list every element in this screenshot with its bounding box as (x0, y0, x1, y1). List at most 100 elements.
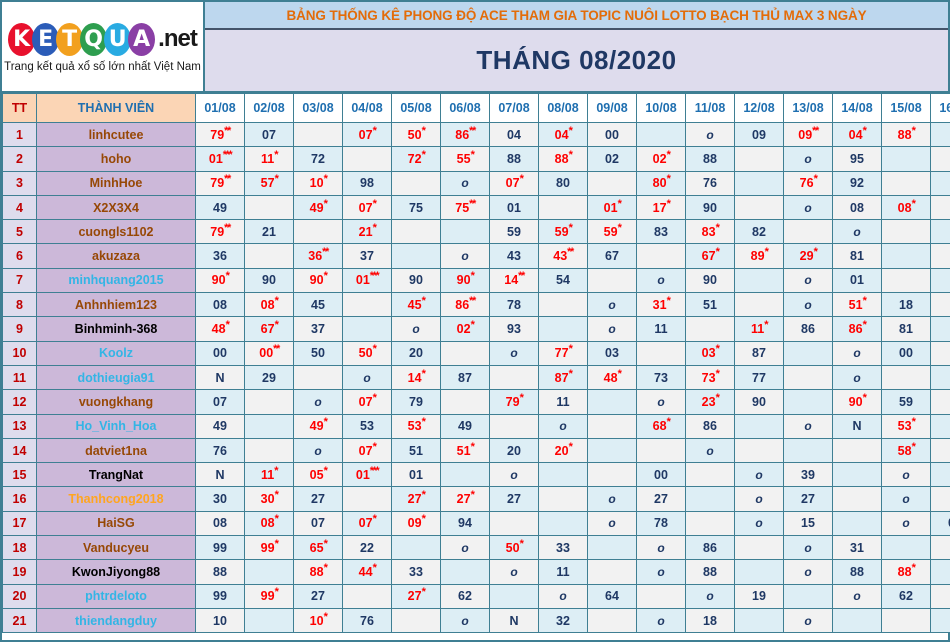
score-cell (930, 389, 950, 415)
score-cell: 49 (195, 194, 245, 221)
score-cell (587, 607, 637, 634)
score-cell (685, 486, 735, 512)
score-cell: 48* (195, 316, 245, 342)
site-logo[interactable]: K E T Q U A .net Trang kết quả xổ số lớn… (2, 2, 205, 93)
score-cell: 76* (783, 170, 833, 196)
score-cell: o (685, 437, 735, 464)
score-cell (930, 340, 950, 366)
score-cell: 50* (391, 121, 441, 148)
score-cell (244, 413, 294, 439)
score-cell (783, 437, 833, 464)
score-cell (881, 267, 931, 294)
score-cell: 29* (783, 243, 833, 269)
score-cell: 90 (391, 267, 441, 294)
score-cell (636, 121, 686, 148)
member-name[interactable]: datviet1na (36, 437, 196, 464)
score-cell: 04* (538, 121, 588, 148)
score-cell: 08 (195, 510, 245, 537)
member-name[interactable]: Vanducyeu (36, 535, 196, 561)
score-cell: o (881, 510, 931, 537)
member-name[interactable]: HaiSG (36, 510, 196, 537)
score-cell (832, 462, 882, 488)
score-cell: 86** (440, 292, 490, 318)
page-header: K E T Q U A .net Trang kết quả xổ số lớn… (2, 2, 948, 93)
score-cell: N (489, 607, 539, 634)
score-cell: 87* (538, 364, 588, 391)
member-name[interactable]: Anhnhiem123 (36, 292, 196, 318)
score-cell: 76 (195, 437, 245, 464)
score-cell: 20 (391, 340, 441, 366)
score-cell: 79** (195, 170, 245, 196)
score-cell: 81 (832, 243, 882, 269)
member-name[interactable]: KwonJiyong88 (36, 559, 196, 585)
score-cell: o (783, 559, 833, 585)
score-cell: 54 (538, 267, 588, 294)
member-name[interactable]: phtrdeloto (36, 583, 196, 609)
page-title: BẢNG THỐNG KÊ PHONG ĐỘ ACE THAM GIA TOPI… (286, 7, 867, 23)
score-cell: 27* (391, 583, 441, 609)
score-cell: 08* (244, 510, 294, 537)
score-cell (734, 292, 784, 318)
score-cell: o (489, 462, 539, 488)
score-cell: 03* (685, 340, 735, 366)
member-name[interactable]: dothieugia91 (36, 364, 196, 391)
logo-wordmark: K E T Q U A .net (8, 22, 198, 56)
score-cell: o (636, 389, 686, 415)
score-cell (930, 462, 950, 488)
score-cell: 72* (391, 146, 441, 172)
score-cell: 09 (734, 121, 784, 148)
logo-letter-e: E (32, 22, 60, 56)
score-cell: 00 (930, 510, 950, 537)
score-cell: 88 (685, 146, 735, 172)
score-cell: o (734, 462, 784, 488)
member-name[interactable]: vuongkhang (36, 389, 196, 415)
score-cell: 27 (636, 486, 686, 512)
score-cell (930, 243, 950, 269)
score-cell (930, 607, 950, 634)
score-cell: 59 (881, 389, 931, 415)
score-cell: o (636, 607, 686, 634)
score-cell: 30* (244, 486, 294, 512)
member-name[interactable]: Ho_Vinh_Hoa (36, 413, 196, 439)
logo-letter-t: T (56, 22, 84, 56)
score-cell (244, 559, 294, 585)
score-cell (734, 413, 784, 439)
score-cell: o (832, 583, 882, 609)
score-cell: 00 (587, 121, 637, 148)
member-name[interactable]: thiendangduy (36, 607, 196, 634)
score-cell: 53 (342, 413, 392, 439)
row-index: 13 (2, 413, 37, 439)
member-name[interactable]: cuongls1102 (36, 219, 196, 245)
score-cell (293, 121, 343, 148)
score-cell (636, 583, 686, 609)
score-cell: o (587, 292, 637, 318)
month-label: THÁNG 08/2020 (476, 45, 677, 75)
score-cell: 99* (244, 535, 294, 561)
member-name[interactable]: Binhminh-368 (36, 316, 196, 342)
member-name[interactable]: TrangNat (36, 462, 196, 488)
score-cell: 58* (881, 437, 931, 464)
member-name[interactable]: hoho (36, 146, 196, 172)
member-name[interactable]: X2X3X4 (36, 194, 196, 221)
score-cell (930, 219, 950, 245)
member-name[interactable]: Koolz (36, 340, 196, 366)
member-name[interactable]: Thanhcong2018 (36, 486, 196, 512)
score-cell: N (195, 462, 245, 488)
score-cell: 00 (881, 340, 931, 366)
score-cell: 50 (293, 340, 343, 366)
col-header-date-05-08: 05/08 (391, 93, 441, 123)
member-name[interactable]: linhcutee (36, 121, 196, 148)
member-name[interactable]: MinhHoe (36, 170, 196, 196)
row-index: 21 (2, 607, 37, 634)
score-cell: 51 (391, 437, 441, 464)
score-cell (440, 389, 490, 415)
score-cell (832, 607, 882, 634)
member-name[interactable]: minhquang2015 (36, 267, 196, 294)
score-cell: 59 (489, 219, 539, 245)
member-name[interactable]: akuzaza (36, 243, 196, 269)
score-cell (440, 219, 490, 245)
